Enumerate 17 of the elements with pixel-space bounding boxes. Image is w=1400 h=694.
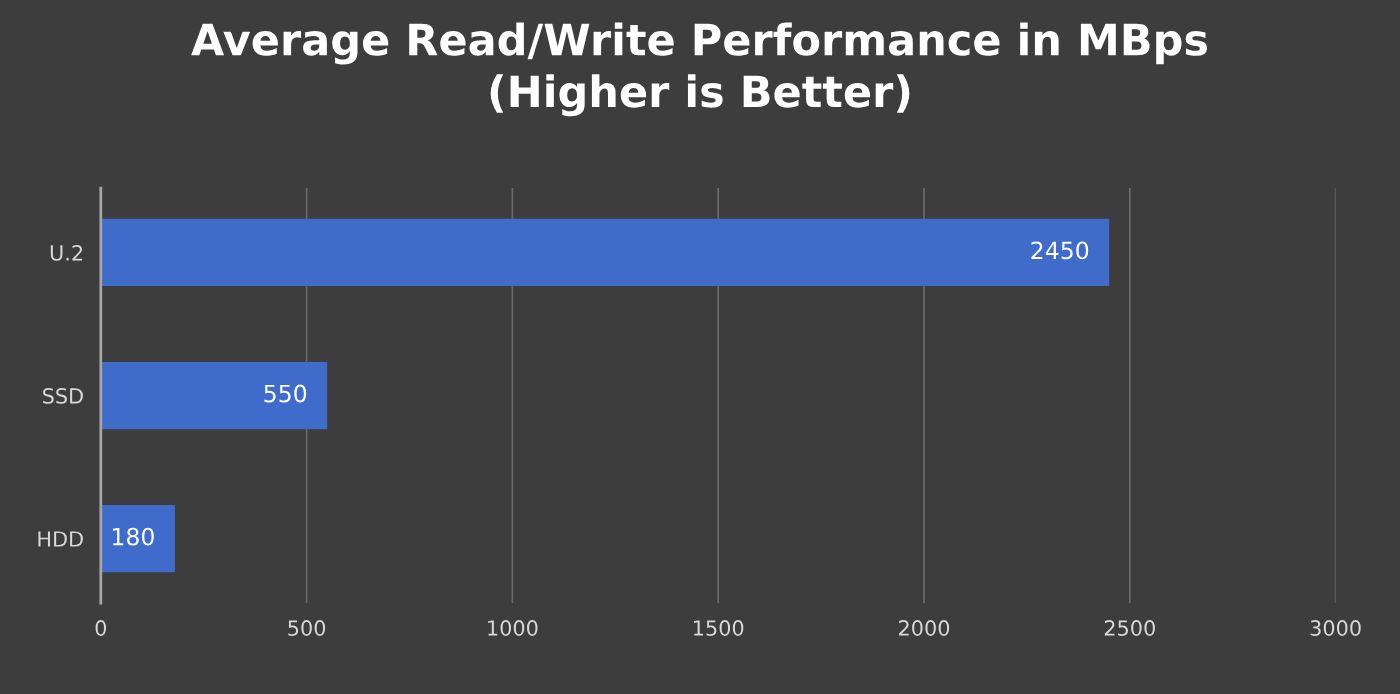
bar (100, 361, 328, 430)
x-tick-label: 1000 (488, 620, 538, 636)
x-tick-label: 3000 (1310, 620, 1361, 636)
x-tick-label: 2000 (899, 620, 950, 636)
y-tick-label: HDD (38, 531, 83, 547)
x-tick-label: 2500 (1104, 620, 1155, 636)
bar (100, 218, 1110, 287)
data-label: 180 (112, 527, 154, 546)
y-tick-label: U.2 (50, 244, 83, 261)
x-tick-label: 1500 (693, 620, 744, 636)
x-tick-label: 500 (288, 620, 326, 636)
x-tick-label: 0 (95, 620, 107, 636)
data-label: 2450 (1031, 241, 1089, 260)
data-label: 550 (264, 384, 307, 403)
chart-title: Average Read/Write Performance in MBps (Higher is Better) (191, 22, 1208, 117)
bar (100, 505, 175, 573)
y-tick-label: SSD (43, 388, 83, 404)
